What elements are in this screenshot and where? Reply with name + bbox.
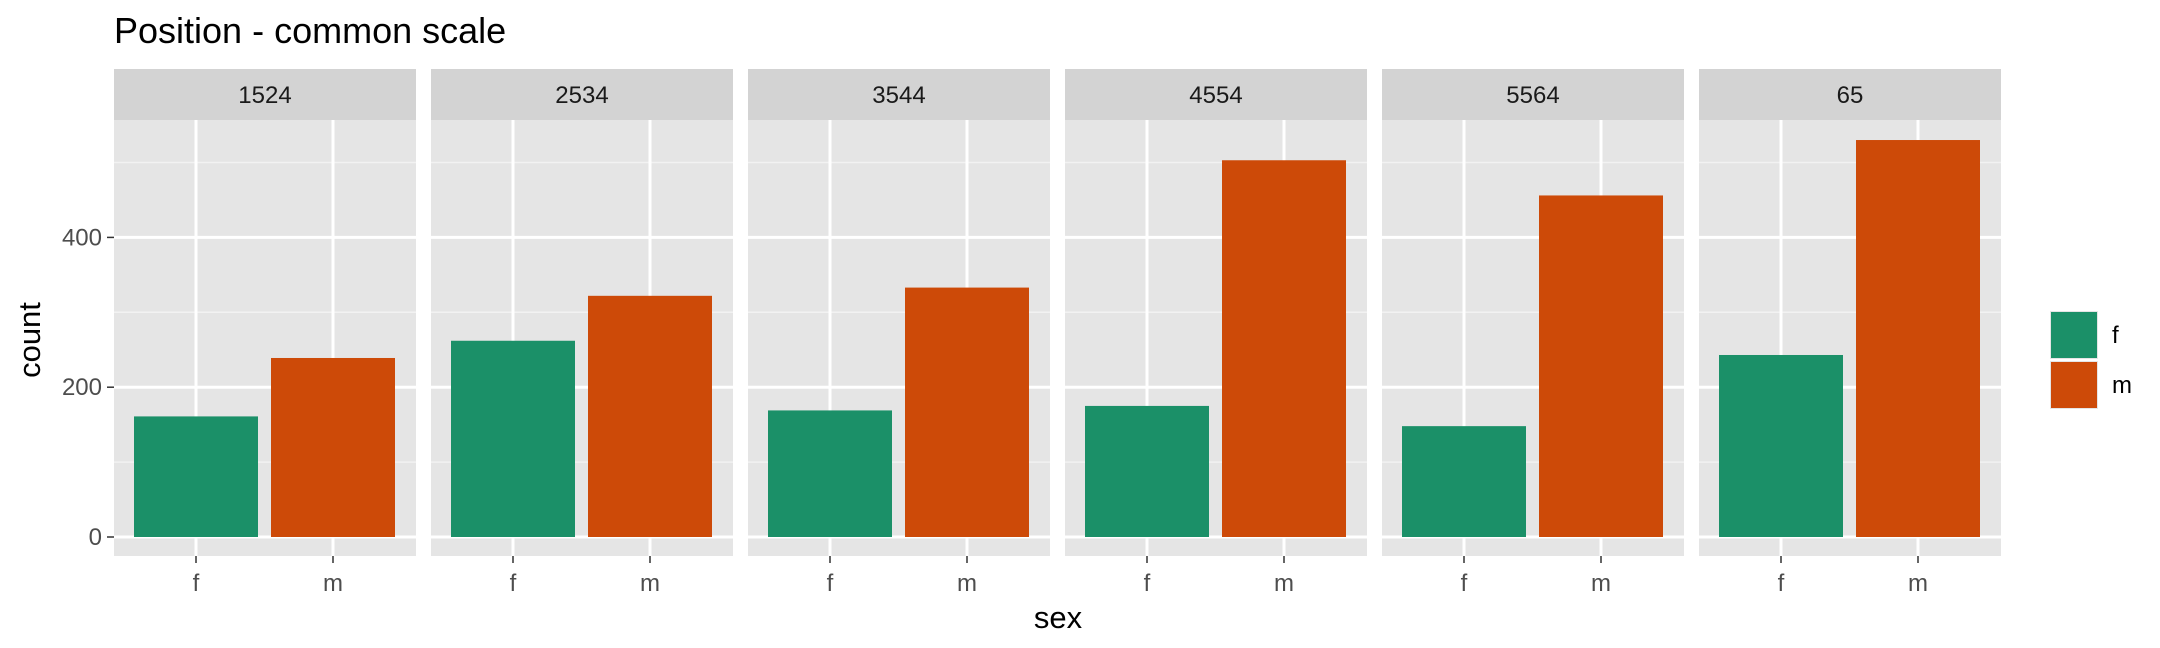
x-tick-label: f xyxy=(1144,570,1151,597)
bar-4554-f xyxy=(1085,405,1209,537)
facet-panel-4554: 4554 f m xyxy=(1065,69,1367,597)
strip-background xyxy=(431,69,733,120)
x-tick-label: m xyxy=(640,570,660,597)
x-tick-label: m xyxy=(323,570,343,597)
facet-panel-1524: 1524 f m xyxy=(114,69,416,597)
strip-label: 3544 xyxy=(872,82,925,109)
facet-panel-65: 65 f m xyxy=(1699,69,2001,597)
bar-1524-f xyxy=(134,416,258,537)
bar-2534-f xyxy=(451,340,575,537)
strip-background xyxy=(1065,69,1367,120)
x-tick-label: f xyxy=(510,570,517,597)
legend-key-m xyxy=(2051,362,2097,408)
legend-item-f: f xyxy=(2050,311,2119,359)
bar-3544-f xyxy=(768,410,892,537)
legend-label: f xyxy=(2112,322,2119,349)
strip-background xyxy=(114,69,416,120)
bar-65-f xyxy=(1719,354,1843,537)
y-axis: 0 200 400 xyxy=(62,224,114,551)
y-tick-label: 0 xyxy=(89,524,102,551)
bar-65-m xyxy=(1856,140,1980,537)
y-axis-title: count xyxy=(12,302,47,378)
bar-2534-m xyxy=(588,295,712,537)
strip-label: 1524 xyxy=(238,82,291,109)
facet-panel-2534: 2534 f m xyxy=(431,69,733,597)
y-tick-label: 400 xyxy=(62,224,102,251)
bar-4554-m xyxy=(1222,160,1346,538)
strip-background xyxy=(1699,69,2001,120)
chart-title: Position - common scale xyxy=(114,10,506,51)
x-tick-label: m xyxy=(957,570,977,597)
x-tick-label: f xyxy=(1778,570,1785,597)
strip-label: 2534 xyxy=(555,82,608,109)
strip-label: 65 xyxy=(1837,82,1864,109)
bar-3544-m xyxy=(905,287,1029,537)
strip-label: 4554 xyxy=(1189,82,1242,109)
bar-5564-m xyxy=(1539,195,1663,537)
y-tick-label: 200 xyxy=(62,374,102,401)
facet-panels: 1524 f m 2534 f m 3544 f m 4554 f m 5564 f m 65 f m xyxy=(114,69,2001,597)
x-tick-label: m xyxy=(1591,570,1611,597)
x-axis-title: sex xyxy=(1034,600,1083,635)
facet-panel-3544: 3544 f m xyxy=(748,69,1050,597)
x-tick-label: f xyxy=(1461,570,1468,597)
legend-key-f xyxy=(2051,312,2097,358)
x-tick-label: f xyxy=(193,570,200,597)
x-tick-label: m xyxy=(1908,570,1928,597)
x-tick-label: f xyxy=(827,570,834,597)
x-tick-label: m xyxy=(1274,570,1294,597)
facet-panel-5564: 5564 f m xyxy=(1382,69,1684,597)
legend-item-m: m xyxy=(2050,361,2132,409)
bar-5564-f xyxy=(1402,426,1526,537)
bar-1524-m xyxy=(271,357,395,537)
strip-label: 5564 xyxy=(1506,82,1559,109)
legend: fm xyxy=(2050,311,2132,409)
strip-background xyxy=(748,69,1050,120)
strip-background xyxy=(1382,69,1684,120)
legend-label: m xyxy=(2112,372,2132,399)
